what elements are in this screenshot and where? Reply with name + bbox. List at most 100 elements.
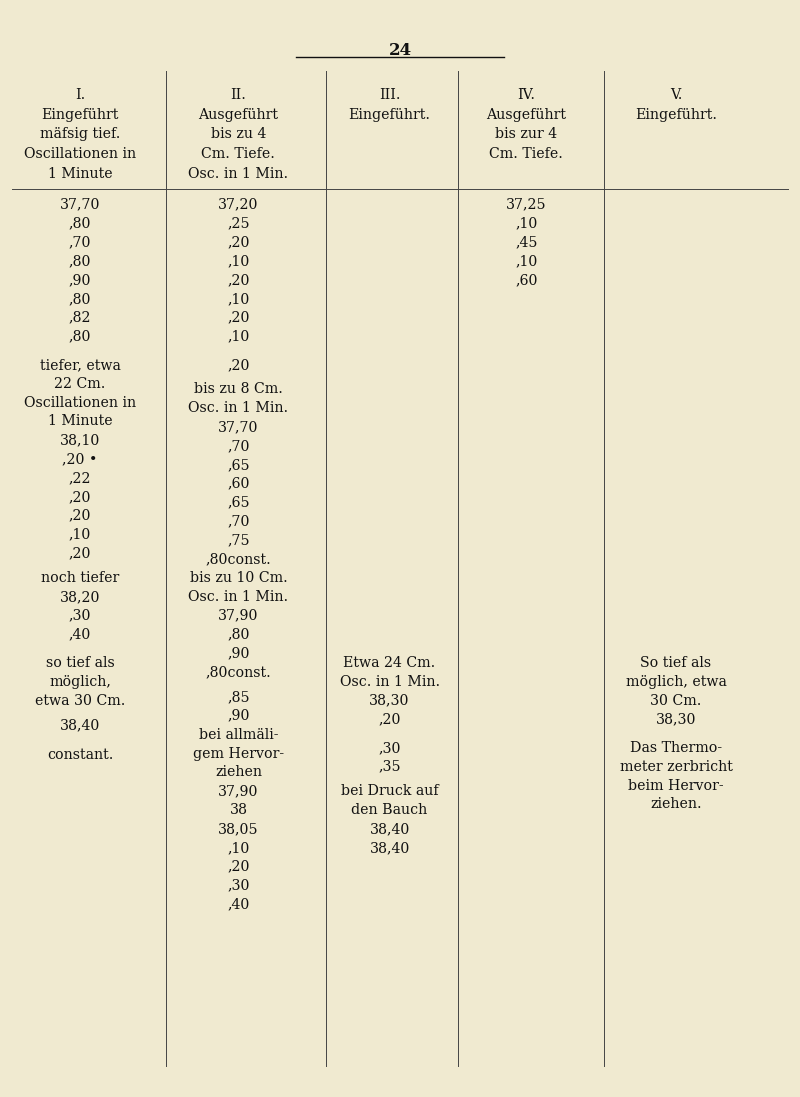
- Text: ,90: ,90: [227, 646, 250, 660]
- Text: ,80const.: ,80const.: [206, 666, 271, 679]
- Text: ,85: ,85: [227, 690, 250, 704]
- Text: ,60: ,60: [227, 477, 250, 490]
- Text: ziehen: ziehen: [215, 766, 262, 779]
- Text: Oscillationen in: Oscillationen in: [24, 147, 136, 161]
- Text: ,20: ,20: [227, 235, 250, 249]
- Text: 22 Cm.: 22 Cm.: [54, 376, 106, 391]
- Text: 38,20: 38,20: [60, 590, 100, 604]
- Text: Eingeführt: Eingeführt: [42, 108, 118, 122]
- Text: ,30: ,30: [69, 609, 91, 623]
- Text: 37,25: 37,25: [506, 197, 546, 212]
- Text: möglich,: möglich,: [49, 675, 111, 689]
- Text: den Bauch: den Bauch: [351, 803, 428, 817]
- Text: So tief als: So tief als: [641, 656, 711, 670]
- Text: ,70: ,70: [227, 514, 250, 529]
- Text: 24: 24: [389, 42, 411, 58]
- Text: bis zu 8 Cm.: bis zu 8 Cm.: [194, 383, 283, 396]
- Text: ,90: ,90: [69, 273, 91, 287]
- Text: ,20: ,20: [69, 490, 91, 504]
- Text: Eingeführt.: Eingeführt.: [635, 108, 717, 122]
- Text: bis zu 4: bis zu 4: [210, 127, 266, 142]
- Text: ,10: ,10: [227, 841, 250, 855]
- Text: ,70: ,70: [69, 235, 91, 249]
- Text: mäfsig tief.: mäfsig tief.: [40, 127, 120, 142]
- Text: möglich, etwa: möglich, etwa: [626, 675, 726, 689]
- Text: tiefer, etwa: tiefer, etwa: [39, 358, 121, 372]
- Text: ,10: ,10: [69, 528, 91, 542]
- Text: 38,30: 38,30: [656, 713, 696, 726]
- Text: 38,40: 38,40: [60, 719, 100, 732]
- Text: ,65: ,65: [227, 457, 250, 472]
- Text: ,10: ,10: [227, 255, 250, 268]
- Text: bis zur 4: bis zur 4: [495, 127, 558, 142]
- Text: ,20: ,20: [227, 358, 250, 372]
- Text: Osc. in 1 Min.: Osc. in 1 Min.: [339, 675, 440, 689]
- Text: ,35: ,35: [378, 760, 401, 773]
- Text: 30 Cm.: 30 Cm.: [650, 693, 702, 708]
- Text: ,30: ,30: [227, 879, 250, 893]
- Text: so tief als: so tief als: [46, 656, 114, 670]
- Text: ,80: ,80: [227, 627, 250, 642]
- Text: ,20: ,20: [227, 273, 250, 287]
- Text: 1 Minute: 1 Minute: [48, 167, 112, 181]
- Text: ,40: ,40: [69, 627, 91, 642]
- Text: I.: I.: [75, 88, 85, 102]
- Text: ,10: ,10: [227, 292, 250, 306]
- Text: ,10: ,10: [227, 329, 250, 343]
- Text: V.: V.: [670, 88, 682, 102]
- Text: ,80: ,80: [69, 329, 91, 343]
- Text: ,65: ,65: [227, 496, 250, 510]
- Text: 1 Minute: 1 Minute: [48, 415, 112, 429]
- Text: beim Hervor-: beim Hervor-: [628, 779, 724, 793]
- Text: Cm. Tiefe.: Cm. Tiefe.: [490, 147, 563, 161]
- Text: ,20 •: ,20 •: [62, 452, 98, 466]
- Text: 38,05: 38,05: [218, 822, 258, 836]
- Text: Osc. in 1 Min.: Osc. in 1 Min.: [188, 167, 289, 181]
- Text: ,70: ,70: [227, 439, 250, 453]
- Text: 37,20: 37,20: [218, 197, 258, 212]
- Text: 38,40: 38,40: [370, 822, 410, 836]
- Text: Osc. in 1 Min.: Osc. in 1 Min.: [188, 590, 289, 604]
- Text: ,20: ,20: [227, 860, 250, 873]
- Text: noch tiefer: noch tiefer: [41, 572, 119, 585]
- Text: ,82: ,82: [69, 310, 91, 325]
- Text: II.: II.: [230, 88, 246, 102]
- Text: ,30: ,30: [378, 740, 401, 755]
- Text: 38: 38: [230, 803, 247, 817]
- Text: IV.: IV.: [518, 88, 535, 102]
- Text: Etwa 24 Cm.: Etwa 24 Cm.: [343, 656, 436, 670]
- Text: Eingeführt.: Eingeführt.: [349, 108, 430, 122]
- Text: 37,70: 37,70: [218, 420, 258, 434]
- Text: 37,90: 37,90: [218, 784, 258, 799]
- Text: ,60: ,60: [515, 273, 538, 287]
- Text: 38,10: 38,10: [60, 433, 100, 448]
- Text: ,10: ,10: [515, 216, 538, 230]
- Text: ,10: ,10: [515, 255, 538, 268]
- Text: ,22: ,22: [69, 471, 91, 485]
- Text: ,25: ,25: [227, 216, 250, 230]
- Text: Das Thermo-: Das Thermo-: [630, 740, 722, 755]
- Text: Ausgeführt: Ausgeführt: [486, 108, 566, 122]
- Text: ,20: ,20: [69, 546, 91, 561]
- Text: ,90: ,90: [227, 709, 250, 723]
- Text: ,80: ,80: [69, 255, 91, 268]
- Text: etwa 30 Cm.: etwa 30 Cm.: [35, 693, 125, 708]
- Text: 37,70: 37,70: [60, 197, 100, 212]
- Text: ,80: ,80: [69, 216, 91, 230]
- Text: Cm. Tiefe.: Cm. Tiefe.: [202, 147, 275, 161]
- Text: bei allmäli-: bei allmäli-: [198, 727, 278, 742]
- Text: ,40: ,40: [227, 897, 250, 912]
- Text: 38,30: 38,30: [370, 693, 410, 708]
- Text: ,20: ,20: [227, 310, 250, 325]
- Text: bei Druck auf: bei Druck auf: [341, 784, 438, 799]
- Text: gem Hervor-: gem Hervor-: [193, 747, 284, 760]
- Text: ,45: ,45: [515, 235, 538, 249]
- Text: ,75: ,75: [227, 533, 250, 547]
- Text: constant.: constant.: [47, 748, 113, 762]
- Text: ,20: ,20: [378, 713, 401, 726]
- Text: 38,40: 38,40: [370, 841, 410, 855]
- Text: meter zerbricht: meter zerbricht: [619, 760, 733, 773]
- Text: Oscillationen in: Oscillationen in: [24, 396, 136, 409]
- Text: 37,90: 37,90: [218, 609, 258, 623]
- Text: Osc. in 1 Min.: Osc. in 1 Min.: [188, 402, 289, 416]
